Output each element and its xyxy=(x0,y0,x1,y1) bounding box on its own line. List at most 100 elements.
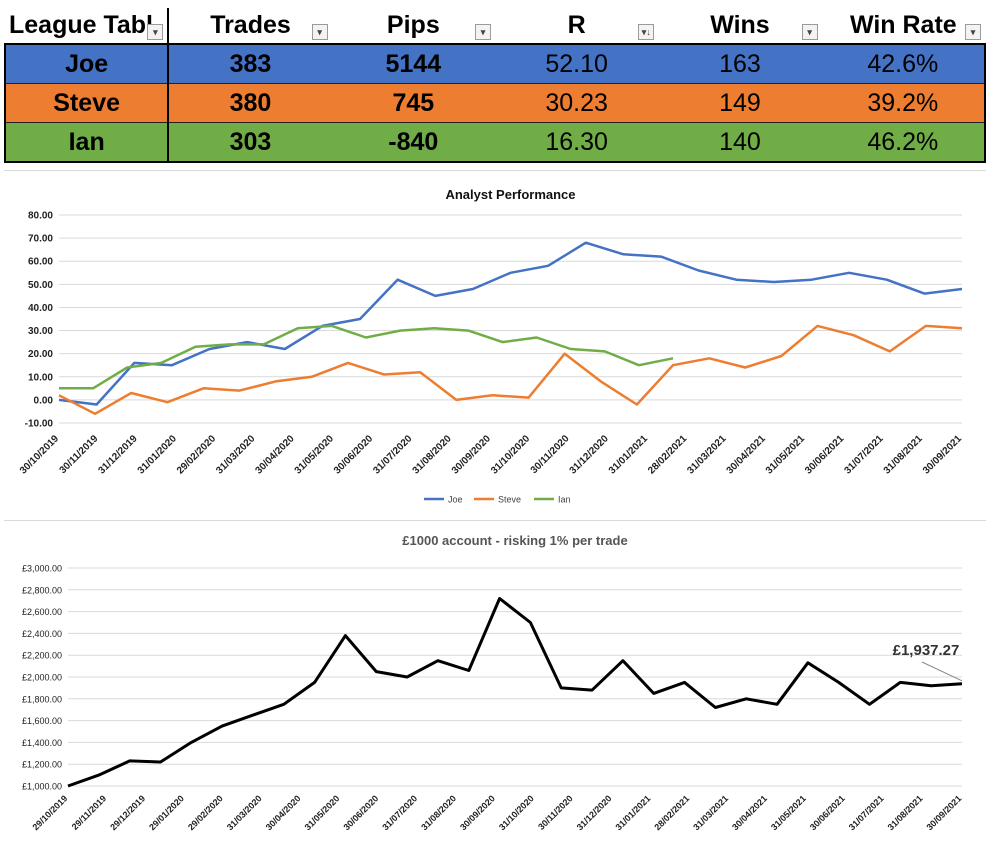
header-win-rate[interactable]: Win Rate ▾ xyxy=(821,8,985,45)
y-tick-label: 20.00 xyxy=(28,349,53,360)
cell-win-rate[interactable]: 46.2% xyxy=(821,122,987,163)
header-wins[interactable]: Wins ▾ xyxy=(658,8,822,45)
cell-pips[interactable]: -840 xyxy=(331,122,495,163)
x-tick-label: 31/03/2021 xyxy=(685,433,728,476)
cell-wins[interactable]: 163 xyxy=(658,43,822,84)
y-tick-label: 80.00 xyxy=(28,211,53,222)
header-league-table[interactable]: League Tabl ▾ xyxy=(5,8,170,45)
y-tick-label: 40.00 xyxy=(28,303,53,314)
x-tick-label: 31/08/2020 xyxy=(419,793,458,832)
y-tick-label: 30.00 xyxy=(28,326,53,337)
header-label: League Tabl xyxy=(9,11,154,39)
y-tick-label: 10.00 xyxy=(28,372,53,383)
cell-name[interactable]: Joe xyxy=(3,43,170,84)
account-balance-svg: £1000 account - risking 1% per trade £3,0… xyxy=(22,533,963,832)
x-tick-label: 31/08/2020 xyxy=(411,433,454,476)
account-balance-chart[interactable]: £1000 account - risking 1% per trade £3,0… xyxy=(4,520,986,851)
x-tick-label: 29/02/2020 xyxy=(175,433,218,476)
legend-label-steve: Steve xyxy=(498,495,521,505)
x-tick-label: 30/11/2020 xyxy=(536,793,575,832)
y-tick-label: 50.00 xyxy=(28,280,53,291)
x-tick-label: 30/09/2020 xyxy=(458,793,497,832)
chart-title: Analyst Performance xyxy=(445,187,575,202)
x-tick-label: 31/03/2020 xyxy=(225,793,264,832)
header-trades[interactable]: Trades ▾ xyxy=(168,8,332,45)
header-r[interactable]: R ▾↓ xyxy=(494,8,659,45)
cell-pips[interactable]: 5144 xyxy=(331,43,495,84)
x-tick-label: 31/05/2020 xyxy=(303,793,342,832)
cell-trades[interactable]: 303 xyxy=(168,122,332,163)
cell-wins[interactable]: 149 xyxy=(658,83,822,123)
cell-pips[interactable]: 745 xyxy=(331,83,495,123)
y-tick-label: £1,800.00 xyxy=(22,694,62,704)
x-tick-label: 31/07/2020 xyxy=(371,433,414,476)
x-tick-label: 31/05/2020 xyxy=(293,433,336,476)
x-tick-label: 31/01/2020 xyxy=(136,433,179,476)
x-tick-label: 31/12/2020 xyxy=(568,433,611,476)
x-tick-label: 30/10/2019 xyxy=(18,433,61,476)
x-tick-label: 31/07/2020 xyxy=(380,793,419,832)
cell-wins[interactable]: 140 xyxy=(658,122,822,163)
y-tick-label: £3,000.00 xyxy=(22,564,62,574)
analyst-performance-svg: Analyst Performance 80.00 70.00 60.00 50.00 4… xyxy=(18,187,964,505)
annotation-leader xyxy=(921,661,963,682)
x-tick-label: 31/03/2020 xyxy=(214,433,257,476)
annotation-label: £1,937.27 xyxy=(893,642,960,659)
y-tick-label: £1,600.00 xyxy=(22,716,62,726)
header-label: Wins xyxy=(710,11,770,39)
league-table: League Tabl ▾ Trades ▾ Pips ▾ R ▾↓ Wins ▾ Win… xyxy=(3,8,987,163)
x-tick-label: 31/05/2021 xyxy=(764,433,807,476)
x-tick-label: 30/04/2021 xyxy=(725,433,768,476)
filter-sort-icon[interactable]: ▾↓ xyxy=(638,24,655,40)
x-tick-label: 31/10/2020 xyxy=(497,793,536,832)
cell-trades[interactable]: 383 xyxy=(168,43,332,84)
x-tick-label: 31/12/2019 xyxy=(96,433,139,476)
y-tick-label: -10.00 xyxy=(25,419,54,430)
header-label: Trades xyxy=(210,11,291,39)
x-tick-label: 31/10/2020 xyxy=(489,433,532,476)
cell-r[interactable]: 30.23 xyxy=(494,83,659,123)
table-row: Joe 383 5144 52.10 163 42.6% xyxy=(3,43,987,84)
filter-dropdown-icon[interactable]: ▾ xyxy=(965,24,981,40)
y-tick-label: £1,000.00 xyxy=(22,782,62,792)
cell-r[interactable]: 16.30 xyxy=(494,122,659,163)
x-tick-label: 31/08/2021 xyxy=(882,433,925,476)
x-tick-label: 31/08/2021 xyxy=(886,793,925,832)
y-tick-label: £2,200.00 xyxy=(22,651,62,661)
x-tick-label: 30/09/2020 xyxy=(450,433,493,476)
cell-trades[interactable]: 380 xyxy=(168,83,332,123)
filter-dropdown-icon[interactable]: ▾ xyxy=(801,24,818,40)
series-line-joe xyxy=(58,241,963,406)
x-tick-label: 30/09/2021 xyxy=(921,433,964,476)
x-tick-label: 30/04/2020 xyxy=(254,433,297,476)
filter-dropdown-icon[interactable]: ▾ xyxy=(147,24,164,40)
x-tick-label: 30/11/2020 xyxy=(529,433,572,476)
legend-label-joe: Joe xyxy=(448,495,463,505)
x-tick-label: 31/05/2021 xyxy=(769,793,808,832)
cell-win-rate[interactable]: 39.2% xyxy=(821,83,987,123)
x-tick-label: 30/11/2019 xyxy=(58,433,101,476)
y-tick-label: £2,400.00 xyxy=(22,629,62,639)
x-tick-label: 30/06/2020 xyxy=(341,793,380,832)
table-row: Steve 380 745 30.23 149 39.2% xyxy=(3,83,987,123)
header-pips[interactable]: Pips ▾ xyxy=(331,8,495,45)
cell-name[interactable]: Steve xyxy=(3,83,170,123)
filter-dropdown-icon[interactable]: ▾ xyxy=(474,24,491,40)
header-label: R xyxy=(567,11,586,39)
x-tick-label: 28/02/2021 xyxy=(652,793,691,832)
legend-label-ian: Ian xyxy=(558,495,571,505)
filter-dropdown-icon[interactable]: ▾ xyxy=(311,24,328,40)
cell-name[interactable]: Ian xyxy=(3,122,170,163)
x-tick-label: 29/11/2019 xyxy=(70,793,109,832)
y-tick-label: £2,600.00 xyxy=(22,607,62,617)
x-tick-label: 31/07/2021 xyxy=(842,433,885,476)
series-line-account xyxy=(67,597,963,788)
analyst-performance-chart[interactable]: Analyst Performance 80.00 70.00 60.00 50.00 4… xyxy=(4,170,986,516)
cell-win-rate[interactable]: 42.6% xyxy=(821,43,987,84)
y-tick-label: £1,400.00 xyxy=(22,738,62,748)
header-label: Pips xyxy=(386,11,440,39)
header-label: Win Rate xyxy=(849,11,957,39)
chart-title: £1000 account - risking 1% per trade xyxy=(402,533,627,548)
cell-r[interactable]: 52.10 xyxy=(494,43,659,84)
y-tick-label: 0.00 xyxy=(34,395,54,406)
